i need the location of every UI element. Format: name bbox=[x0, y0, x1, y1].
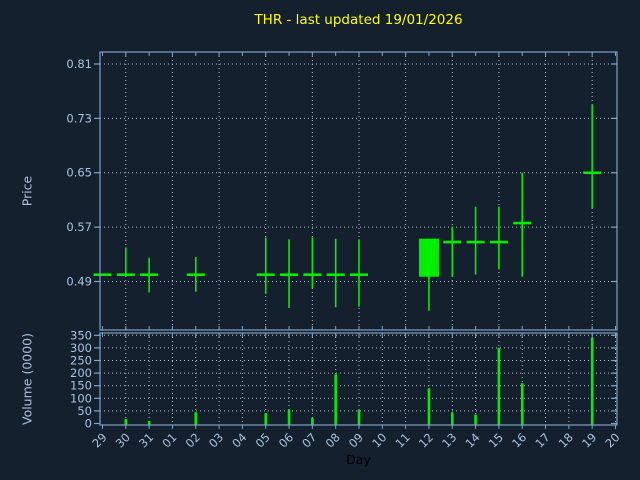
price-tick-label: 0.81 bbox=[66, 57, 92, 71]
price-tick-label: 0.57 bbox=[66, 220, 92, 234]
x-tick-label: 12 bbox=[416, 430, 436, 450]
x-tick-label: 20 bbox=[602, 430, 622, 450]
x-tick-label: 03 bbox=[206, 430, 226, 450]
x-tick-label: 19 bbox=[579, 430, 599, 450]
volume-tick-label: 0 bbox=[85, 417, 92, 431]
x-tick-label: 07 bbox=[299, 430, 319, 450]
volume-tick-label: 250 bbox=[70, 354, 92, 368]
x-tick-label: 18 bbox=[556, 430, 576, 450]
x-tick-label: 13 bbox=[439, 430, 459, 450]
day-axis-label: Day bbox=[346, 452, 371, 467]
volume-tick-label: 300 bbox=[70, 341, 92, 355]
x-tick-label: 30 bbox=[113, 430, 133, 450]
price-tick-label: 0.73 bbox=[66, 111, 92, 125]
x-tick-label: 06 bbox=[276, 430, 296, 450]
volume-tick-label: 200 bbox=[70, 366, 92, 380]
x-tick-label: 05 bbox=[253, 430, 273, 450]
x-tick-label: 15 bbox=[486, 430, 506, 450]
price-tick-label: 0.49 bbox=[66, 275, 92, 289]
x-tick-label: 11 bbox=[393, 430, 413, 450]
x-tick-label: 16 bbox=[509, 430, 529, 450]
volume-tick-label: 150 bbox=[70, 379, 92, 393]
volume-tick-label: 50 bbox=[77, 404, 92, 418]
x-tick-label: 01 bbox=[159, 430, 179, 450]
x-tick-label: 31 bbox=[136, 430, 156, 450]
x-tick-label: 04 bbox=[229, 430, 249, 450]
x-tick-label: 14 bbox=[462, 430, 482, 450]
volume-tick-label: 350 bbox=[70, 328, 92, 342]
volume-tick-label: 100 bbox=[70, 391, 92, 405]
x-tick-label: 10 bbox=[369, 430, 389, 450]
candle-body-day-12 bbox=[418, 238, 439, 277]
price-tick-label: 0.65 bbox=[66, 166, 92, 180]
x-tick-label: 17 bbox=[532, 430, 552, 450]
chart-title: THR - last updated 19/01/2026 bbox=[254, 12, 463, 28]
x-tick-label: 09 bbox=[346, 430, 366, 450]
x-tick-label: 08 bbox=[323, 430, 343, 450]
x-tick-label: 29 bbox=[89, 430, 109, 450]
x-tick-label: 02 bbox=[183, 430, 203, 450]
